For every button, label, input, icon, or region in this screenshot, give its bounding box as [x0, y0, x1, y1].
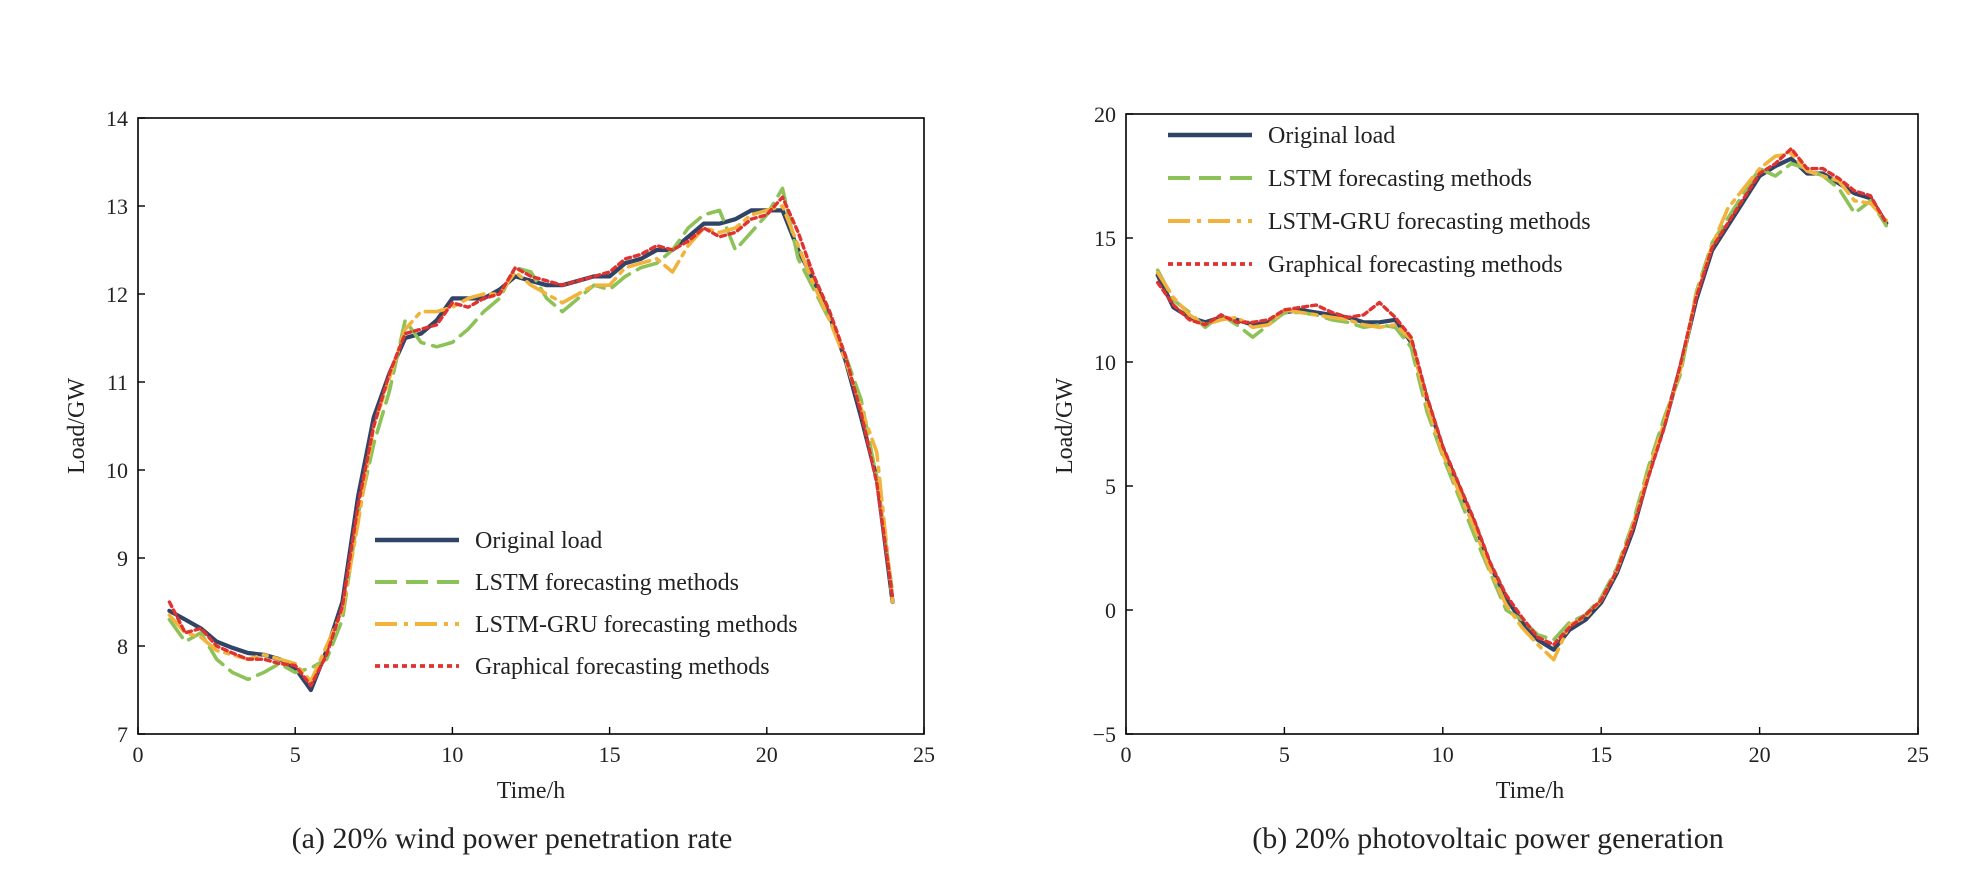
chart-b-legend-label-lstm-gru: LSTM-GRU forecasting methods	[1268, 209, 1591, 235]
chart-a-xtick-label: 0	[133, 742, 144, 767]
chart-a-ytick-label: 14	[106, 106, 128, 131]
chart-a-ytick-label: 9	[117, 546, 128, 571]
chart-a-axes: 0 5 10 15 20 25 7 8 9 10 11 12 13 14	[106, 106, 935, 767]
chart-b-ytick-label: 20	[1094, 102, 1116, 127]
chart-a-legend-label-graphical: Graphical forecasting methods	[475, 654, 770, 680]
chart-b-ytick-label: 5	[1105, 474, 1116, 499]
chart-a-ytick-label: 11	[107, 370, 128, 395]
chart-a-xtick-label: 25	[913, 742, 935, 767]
chart-b-xtick-label: 15	[1590, 742, 1612, 767]
chart-b-plot-frame	[1125, 113, 1919, 735]
chart-b-caption: (b) 20% photovoltaic power generation	[1252, 822, 1724, 855]
chart-a-series-graphical	[167, 195, 895, 688]
chart-a-ytick-label: 7	[117, 722, 128, 747]
chart-a-ytick-label: 8	[117, 634, 128, 659]
chart-b-legend-label-lstm: LSTM forecasting methods	[1268, 166, 1532, 192]
chart-a-series-layer	[167, 186, 895, 693]
chart-wind-penetration: 0 5 10 15 20 25 7 8 9 10 11 12 13 14 Time/h Load/GW O…	[64, 106, 935, 855]
chart-a-legend-label-lstm-gru: LSTM-GRU forecasting methods	[475, 612, 798, 638]
chart-b-xtick-label: 10	[1432, 742, 1454, 767]
chart-a-xtick-label: 15	[599, 742, 621, 767]
chart-a-legend-label-original: Original load	[475, 528, 602, 554]
chart-b-xtick-label: 0	[1121, 742, 1132, 767]
chart-a-ytick-label: 12	[106, 282, 128, 307]
chart-b-ytick-label: 15	[1094, 226, 1116, 251]
chart-a-ytick-label: 10	[106, 458, 128, 483]
chart-b-xlabel: Time/h	[1496, 778, 1564, 804]
chart-a-xtick-label: 10	[441, 742, 463, 767]
chart-b-legend: Original load LSTM forecasting methods LST…	[1168, 123, 1591, 278]
chart-b-xtick-label: 25	[1907, 742, 1929, 767]
chart-b-series-graphical	[1155, 146, 1889, 647]
chart-a-legend-label-lstm: LSTM forecasting methods	[475, 570, 739, 596]
chart-a-xtick-label: 20	[756, 742, 778, 767]
chart-a-xtick-label: 5	[290, 742, 301, 767]
chart-b-legend-label-original: Original load	[1268, 123, 1395, 149]
chart-b-xtick-label: 5	[1279, 742, 1290, 767]
chart-b-ytick-label: 0	[1105, 598, 1116, 623]
chart-b-ytick-label: 10	[1094, 350, 1116, 375]
chart-b-series-lstm	[1155, 161, 1889, 642]
chart-a-ylabel: Load/GW	[64, 378, 90, 474]
chart-b-ytick-label: −5	[1093, 722, 1116, 747]
chart-a-legend: Original load LSTM forecasting methods LST…	[375, 528, 798, 680]
chart-b-ylabel: Load/GW	[1052, 378, 1078, 474]
chart-a-xlabel: Time/h	[497, 778, 565, 804]
chart-a-plot-frame	[137, 117, 925, 735]
chart-a-ytick-label: 13	[106, 194, 128, 219]
chart-a-caption: (a) 20% wind power penetration rate	[292, 822, 733, 855]
chart-a-series-lstm	[167, 186, 895, 682]
chart-b-legend-label-graphical: Graphical forecasting methods	[1268, 252, 1563, 278]
chart-b-xtick-label: 20	[1749, 742, 1771, 767]
chart-b-series-layer	[1155, 146, 1889, 662]
